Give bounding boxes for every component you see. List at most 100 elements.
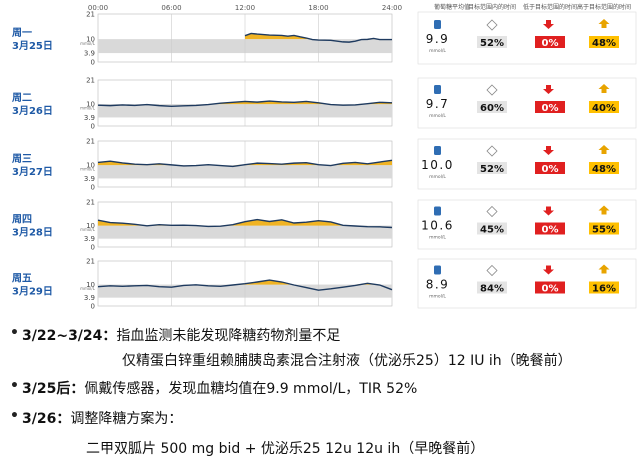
tir-badge xyxy=(477,36,507,48)
note-5-text: 二甲双胍片 500 mg bid + 优泌乐25 12u 12u ih（早晚餐前… xyxy=(86,441,485,457)
note-3: 3/25后：佩戴传感器，发现血糖均值在9.9 mmol/L，TIR 52% xyxy=(22,378,417,398)
y-tick-label: 10 xyxy=(86,36,95,44)
tar-value: 48% xyxy=(592,164,616,175)
note-3-head: 3/25后： xyxy=(22,381,85,397)
glucose-line xyxy=(97,159,393,168)
tir-value: 45% xyxy=(480,225,504,236)
date-label: 3月28日 xyxy=(12,227,53,239)
tir-value: 52% xyxy=(480,164,504,175)
target-icon xyxy=(486,19,498,31)
tir-value: 84% xyxy=(480,284,504,295)
mean-value: 10.0 xyxy=(421,158,454,172)
y-tick-label: 3.9 xyxy=(84,175,95,183)
y-tick-label: 0 xyxy=(91,244,95,252)
bullet-3: • xyxy=(10,378,19,394)
glucose-line xyxy=(97,100,393,107)
y-tick-label: 0 xyxy=(91,59,95,67)
stats-box xyxy=(417,138,637,190)
y-tick-label: 10 xyxy=(86,101,95,109)
y-tick-label: 3.9 xyxy=(84,114,95,122)
y-unit-label: mmol/L xyxy=(80,286,96,291)
y-tick-label: 3.9 xyxy=(84,50,95,58)
y-tick-label: 21 xyxy=(86,199,95,207)
note-1-text: 指血监测未能发现降糖药物剂量不足 xyxy=(116,328,341,344)
mean-unit: mmol/L xyxy=(429,174,446,180)
day-label: 周一 xyxy=(12,27,32,39)
y-tick-label: 10 xyxy=(86,222,95,230)
tar-badge xyxy=(589,162,619,174)
tbr-value: 0% xyxy=(542,103,559,114)
glucose-line xyxy=(97,218,393,229)
mean-unit: mmol/L xyxy=(429,235,446,241)
tbr-badge xyxy=(535,281,565,294)
stat-header: 高于目标范围的时间 xyxy=(577,3,631,11)
tar-value: 55% xyxy=(592,225,616,236)
note-3-text: 佩戴传感器，发现血糖均值在9.9 mmol/L，TIR 52% xyxy=(84,381,418,397)
y-unit-label: mmol/L xyxy=(80,106,96,111)
tar-badge xyxy=(589,101,619,113)
tir-badge xyxy=(477,162,507,174)
y-unit-label: mmol/L xyxy=(80,227,96,232)
y-unit-label: mmol/L xyxy=(80,41,96,46)
above-arrow-icon xyxy=(598,205,610,215)
y-unit-label: mmol/L xyxy=(80,167,96,172)
y-tick-label: 21 xyxy=(86,77,95,85)
below-arrow-icon xyxy=(543,146,554,155)
glucose-line xyxy=(97,279,393,291)
sensor-icon xyxy=(434,20,441,29)
y-tick-label: 21 xyxy=(86,258,95,266)
tbr-badge xyxy=(535,222,565,235)
y-tick-label: 3.9 xyxy=(84,235,95,243)
note-4: 3/26：调整降糖方案为： xyxy=(22,408,182,428)
day-label: 周五 xyxy=(12,273,32,285)
mean-unit: mmol/L xyxy=(429,294,446,300)
y-tick-label: 10 xyxy=(86,162,95,170)
target-icon xyxy=(486,264,498,277)
stats-box xyxy=(417,258,637,309)
note-1-head: 3/22~3/24： xyxy=(22,328,117,344)
stat-header: 葡萄糖平均值 xyxy=(434,3,470,11)
tar-badge xyxy=(589,36,619,48)
tbr-value: 0% xyxy=(542,164,559,175)
note-1: 3/22~3/24：指血监测未能发现降糖药物剂量不足 xyxy=(22,325,340,345)
y-tick-label: 0 xyxy=(91,184,95,192)
date-label: 3月27日 xyxy=(12,166,53,178)
note-2: 仅精蛋白锌重组赖脯胰岛素混合注射液（优泌乐25）12 IU ih（晚餐前） xyxy=(122,350,572,370)
stats-box xyxy=(417,11,637,65)
sensor-icon xyxy=(434,146,441,155)
stat-header: 低于目标范围的时间 xyxy=(523,3,577,11)
below-arrow-icon xyxy=(543,206,554,216)
tbr-value: 0% xyxy=(542,38,559,49)
mean-value: 9.9 xyxy=(426,32,450,46)
above-arrow-icon xyxy=(598,264,610,274)
note-4-head: 3/26： xyxy=(22,411,71,427)
tbr-value: 0% xyxy=(542,284,559,295)
stat-header: 目标范围内的时间 xyxy=(468,3,516,11)
above-arrow-icon xyxy=(598,19,610,28)
stats-box xyxy=(417,199,637,250)
note-2-text: 仅精蛋白锌重组赖脯胰岛素混合注射液（优泌乐25）12 IU ih（晚餐前） xyxy=(122,353,572,369)
target-icon xyxy=(486,84,498,96)
day-label: 周四 xyxy=(12,214,32,226)
sensor-icon xyxy=(434,85,441,94)
day-label: 周二 xyxy=(12,92,32,104)
y-tick-label: 0 xyxy=(91,303,95,311)
y-tick-label: 21 xyxy=(86,138,95,146)
below-arrow-icon xyxy=(543,85,554,94)
glucose-line xyxy=(244,32,392,43)
bullet-1: • xyxy=(10,325,19,341)
time-tick-label: 24:00 xyxy=(382,4,402,12)
tir-value: 60% xyxy=(480,103,504,114)
mean-unit: mmol/L xyxy=(429,48,446,54)
y-tick-label: 10 xyxy=(86,281,95,289)
below-arrow-icon xyxy=(543,20,554,29)
bullet-4: • xyxy=(10,408,19,424)
target-icon xyxy=(486,205,498,218)
cgm-daily-charts: 00:00 06:00 12:00 18:00 24:00 葡萄糖平均值目标范围内的时间低… xyxy=(12,3,637,311)
sensor-icon xyxy=(434,206,441,216)
time-tick-label: 12:00 xyxy=(235,4,255,12)
time-tick-label: 18:00 xyxy=(308,4,328,12)
